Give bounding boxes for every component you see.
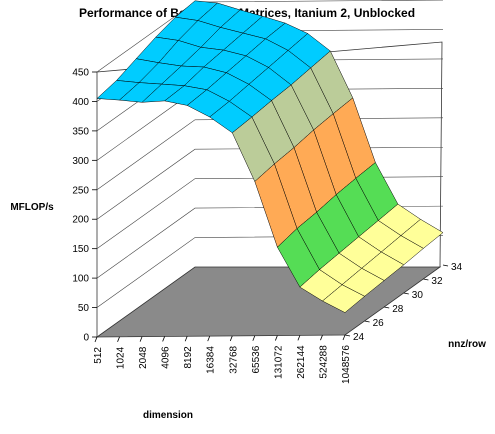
- x-tick-mark: [94, 336, 98, 343]
- y-tick-label: 28: [392, 304, 404, 315]
- x-axis-label: dimension: [143, 410, 193, 421]
- wall-gridline: [96, 117, 444, 191]
- x-tick-label: 512: [93, 347, 104, 364]
- y-tick-label: 24: [353, 332, 365, 343]
- x-tick-label: 65536: [251, 345, 262, 373]
- x-tick-label: 131072: [273, 345, 284, 379]
- y-tick-mark: [364, 320, 370, 323]
- x-tick-label: 524288: [318, 345, 329, 379]
- surface-cell: [322, 284, 366, 313]
- x-tick-label: 4096: [161, 346, 172, 369]
- z-tick-label: 150: [72, 244, 89, 255]
- x-tick-mark: [252, 335, 256, 341]
- z-tick-label: 50: [78, 303, 90, 314]
- x-axis-ticks: 512 1024 2048 4096 8192 16384 32768 65536 131072…: [93, 334, 352, 384]
- y-axis-ticks: 24 26 28 30 32 34: [344, 262, 463, 343]
- z-tick-label: 100: [72, 274, 89, 285]
- y-tick-label: 34: [451, 262, 463, 273]
- y-tick-label: 26: [373, 318, 385, 329]
- z-tick-label: 400: [72, 97, 89, 108]
- y-tick-label: 32: [431, 276, 443, 287]
- z-tick-label: 350: [72, 126, 89, 137]
- x-tick-mark: [274, 335, 278, 341]
- x-tick-mark: [184, 336, 188, 342]
- x-tick-label: 262144: [296, 345, 307, 379]
- x-tick-mark: [207, 335, 211, 342]
- z-tick-label: 300: [72, 156, 89, 167]
- x-tick-label: 1048576: [341, 345, 352, 384]
- y-tick-mark: [403, 292, 409, 295]
- y-tick-mark: [384, 306, 390, 309]
- z-axis-label: MFLOP/s: [10, 202, 54, 213]
- y-tick-label: 30: [412, 290, 424, 301]
- x-tick-mark: [162, 336, 166, 342]
- x-tick-label: 1024: [116, 346, 127, 369]
- x-tick-mark: [342, 334, 346, 341]
- z-tick-label: 0: [83, 333, 89, 344]
- x-tick-label: 16384: [206, 346, 217, 374]
- x-tick-mark: [320, 335, 323, 341]
- z-tick-label: 250: [72, 185, 89, 196]
- x-tick-mark: [139, 336, 143, 342]
- x-tick-mark: [297, 335, 301, 341]
- x-tick-label: 32768: [228, 345, 239, 373]
- y-tick-mark: [423, 278, 429, 281]
- z-axis-ticks: 0 50 100 150 200 250 300 350 400 450: [72, 68, 97, 344]
- x-tick-label: 2048: [138, 346, 149, 369]
- z-tick-label: 200: [72, 215, 89, 226]
- y-tick-mark: [344, 334, 351, 337]
- z-tick-label: 450: [72, 68, 89, 79]
- x-tick-mark: [117, 336, 120, 342]
- y-axis-label: nnz/row: [448, 339, 486, 350]
- x-tick-mark: [229, 335, 233, 342]
- x-tick-label: 8192: [183, 346, 194, 369]
- y-tick-mark: [442, 264, 449, 267]
- surface: [96, 0, 444, 313]
